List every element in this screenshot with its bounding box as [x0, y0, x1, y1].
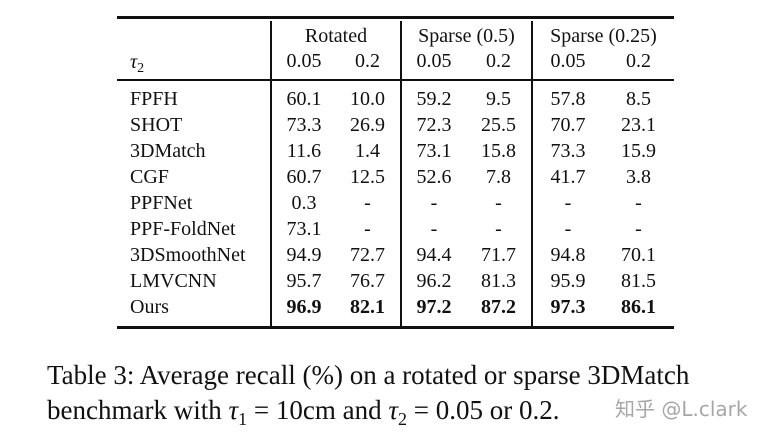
table-cell: -	[564, 192, 572, 214]
table-cell: 72.7	[350, 244, 385, 266]
table-cell: 94.8	[550, 244, 586, 266]
caption-line-2: benchmark with τ1 = 10cm and τ2 = 0.05 o…	[47, 395, 560, 429]
table-top-rule	[117, 16, 674, 19]
table-cell: 73.1	[416, 140, 452, 162]
group-header-sparse-0.25: Sparse (0.25)	[550, 25, 657, 47]
table-cell: 3.8	[626, 166, 651, 188]
table-cell: 60.1	[286, 88, 322, 110]
subheader-col: 0.2	[355, 50, 380, 72]
table-row-method: FPFH	[130, 88, 178, 110]
table-cell: 76.7	[350, 270, 385, 292]
tau2-header-label: τ2	[130, 51, 145, 76]
table-cell: 87.2	[481, 296, 516, 318]
subheader-col: 0.2	[626, 50, 651, 72]
table-cell: 7.8	[486, 166, 511, 188]
table-caption: Table 3: Average recall (%) on a rotated…	[47, 358, 689, 437]
table-cell: 15.8	[481, 140, 516, 162]
table-row-method: 3DMatch	[130, 140, 206, 162]
table-cell: 71.7	[481, 244, 516, 266]
group-header-sparse-0.5: Sparse (0.5)	[418, 25, 515, 47]
table-cell: 59.2	[416, 88, 452, 110]
table-cell: 70.7	[550, 114, 586, 136]
table-cell: -	[364, 192, 371, 214]
table-cell: -	[495, 218, 502, 240]
table-bottom-rule	[117, 326, 674, 329]
table-cell: 82.1	[350, 296, 385, 318]
table-cell: 81.3	[481, 270, 516, 292]
table-cell: 94.4	[416, 244, 452, 266]
subheader-col: 0.05	[416, 50, 452, 72]
table-cell: 12.5	[350, 166, 385, 188]
table-cell: 86.1	[621, 296, 656, 318]
table-row-method: PPF-FoldNet	[130, 218, 236, 240]
table-cell: -	[364, 218, 371, 240]
table-cell: 41.7	[550, 166, 586, 188]
column-divider-1	[270, 21, 272, 326]
table-cell: 72.3	[416, 114, 452, 136]
table-cell: 95.7	[286, 270, 322, 292]
table-row-method: LMVCNN	[130, 270, 217, 292]
group-header-rotated: Rotated	[304, 25, 368, 47]
table-row-method: SHOT	[130, 114, 183, 136]
table-cell: -	[430, 192, 438, 214]
table-cell: 96.9	[286, 296, 322, 318]
column-divider-3	[531, 21, 533, 326]
table-cell: 23.1	[621, 114, 656, 136]
caption-line-1: Table 3: Average recall (%) on a rotated…	[47, 360, 690, 390]
table-cell: 1.4	[355, 140, 380, 162]
table-cell: -	[564, 218, 572, 240]
table-cell: 95.9	[550, 270, 586, 292]
subheader-col: 0.05	[550, 50, 586, 72]
table-cell: 73.1	[286, 218, 322, 240]
table-cell: 8.5	[626, 88, 651, 110]
table-cell: 26.9	[350, 114, 385, 136]
table-cell: 96.2	[416, 270, 452, 292]
table-row-method: CGF	[130, 166, 169, 188]
table-cell: 97.2	[416, 296, 452, 318]
table-cell: -	[635, 192, 642, 214]
table-cell: 81.5	[621, 270, 656, 292]
table-cell: 9.5	[486, 88, 511, 110]
subheader-col: 0.05	[286, 50, 322, 72]
table-cell: 10.0	[350, 88, 385, 110]
table-cell: 11.6	[286, 140, 322, 162]
column-divider-2	[400, 21, 402, 326]
table-cell: 52.6	[416, 166, 452, 188]
table-row-method: 3DSmoothNet	[130, 244, 246, 266]
table-cell: 73.3	[550, 140, 586, 162]
table-cell: 25.5	[481, 114, 516, 136]
table-cell: 94.9	[286, 244, 322, 266]
table-cell: 97.3	[550, 296, 586, 318]
table-row-method: Ours	[130, 296, 169, 318]
subheader-col: 0.2	[486, 50, 511, 72]
table-cell: -	[635, 218, 642, 240]
table-cell: 60.7	[286, 166, 322, 188]
table-cell: 70.1	[621, 244, 656, 266]
table-cell: 57.8	[550, 88, 586, 110]
table-mid-rule	[117, 79, 674, 81]
table-cell: 73.3	[286, 114, 322, 136]
table-cell: -	[430, 218, 438, 240]
table-cell: -	[495, 192, 502, 214]
table-row-method: PPFNet	[130, 192, 193, 214]
table-cell: 15.9	[621, 140, 656, 162]
table-cell: 0.3	[291, 192, 317, 214]
watermark: 知乎 @L.clark	[615, 397, 748, 421]
